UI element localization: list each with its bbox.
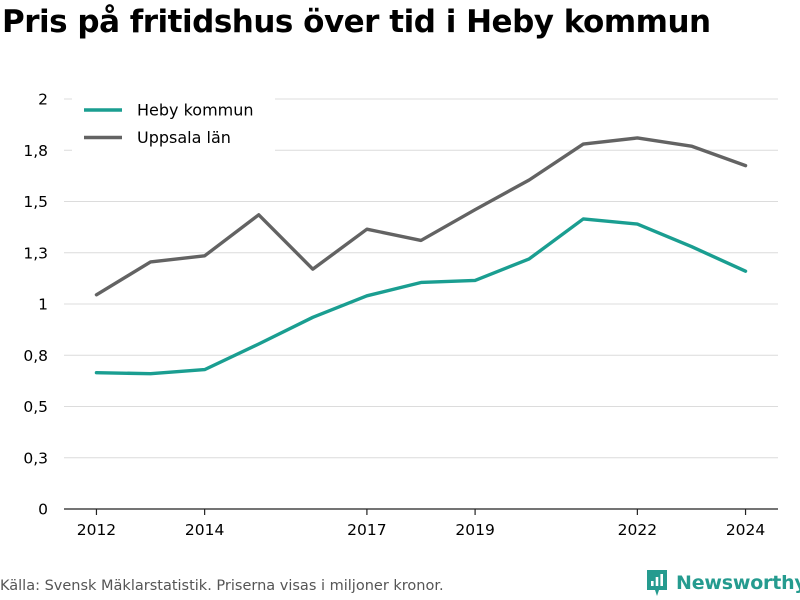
y-tick-label: 1,5 [23, 193, 48, 211]
legend-background [72, 95, 275, 151]
axes [64, 508, 778, 515]
legend-label: Uppsala län [137, 128, 231, 147]
x-tick-label: 2024 [726, 521, 765, 539]
x-tick-label: 2022 [618, 521, 657, 539]
series-line-heby-kommun [94, 217, 748, 376]
source-note: Källa: Svensk Mäklarstatistik. Priserna … [0, 578, 444, 594]
y-tick-label: 1,3 [23, 244, 48, 262]
y-tick-label: 0 [38, 501, 48, 519]
y-tick-label: 2 [38, 91, 48, 109]
y-tick-label: 1,8 [23, 142, 48, 160]
y-tick-label: 0,8 [23, 347, 48, 365]
grid-lines [64, 98, 778, 459]
series-line-uppsala-l-n [94, 136, 748, 297]
y-tick-label: 1 [38, 296, 48, 314]
chart-title: Pris på fritidshus över tid i Heby kommu… [2, 4, 711, 40]
legend: Heby kommun Uppsala län [72, 95, 275, 151]
x-tick-labels: 2012 2014 2017 2019 2022 2024 [77, 521, 766, 539]
y-tick-labels: 0 0,3 0,5 0,8 1 1,3 1,5 1,8 2 [23, 91, 48, 519]
x-tick-label: 2014 [185, 521, 224, 539]
newsworthy-logo: Newsworthy [645, 568, 800, 598]
y-tick-label: 0,3 [23, 449, 48, 467]
y-tick-label: 0,5 [23, 398, 48, 416]
legend-label: Heby kommun [137, 101, 254, 120]
newsworthy-logo-text: Newsworthy [676, 572, 800, 594]
newsworthy-logo-icon [647, 570, 667, 596]
x-tick-label: 2012 [77, 521, 116, 539]
series-lines [94, 136, 748, 376]
x-tick-label: 2017 [347, 521, 386, 539]
x-tick-label: 2019 [455, 521, 494, 539]
